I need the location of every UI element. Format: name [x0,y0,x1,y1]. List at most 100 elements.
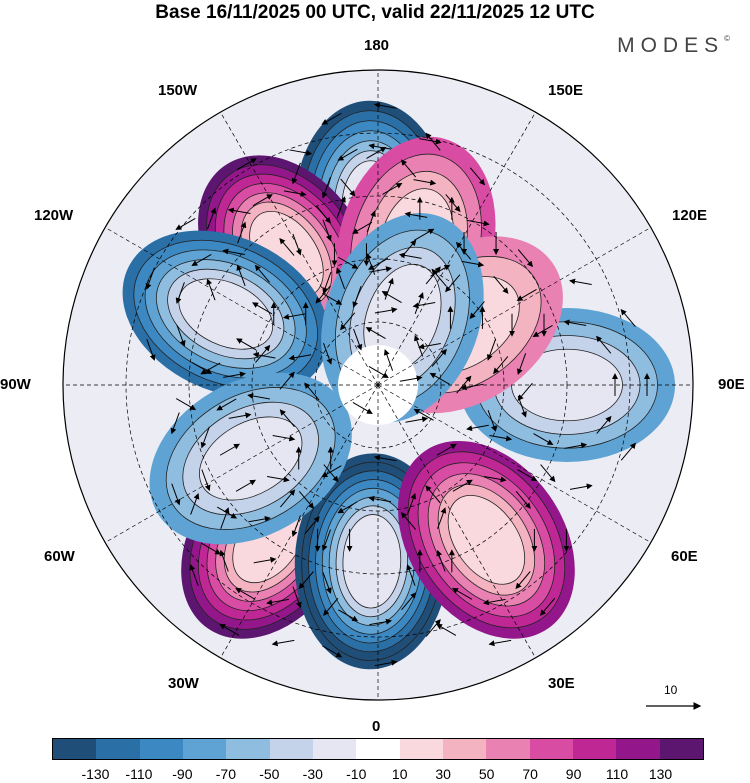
wind-arrow [283,190,307,197]
wind-arrow [401,592,417,611]
wind-arrow [304,516,320,535]
wind-arrow [414,292,424,314]
wind-arrow [368,366,389,378]
wind-arrow [517,382,533,401]
wind-arrow [272,434,296,442]
wind-arrow [425,485,441,504]
wind-arrow [413,179,437,186]
wind-arrow [279,409,295,428]
anomaly-contour [342,514,402,609]
colorbar-swatch [226,739,270,759]
wind-arrow [337,148,358,161]
meridian-line [377,384,651,543]
wind-arrow [414,228,435,241]
wind-arrow [322,572,332,594]
wind-arrow [412,302,436,309]
wind-arrow [235,479,256,492]
wind-arrow [247,393,270,400]
lon-label-180: 180 [364,37,390,54]
brand-logo: MODES© [617,34,730,58]
colorbar-tick-label: 70 [522,766,538,782]
lon-label-30w: 30W [168,675,199,692]
copyright-mark: © [724,34,730,43]
colorbar-tick-label: 30 [435,766,451,782]
wind-arrow [455,241,472,260]
reference-vector [646,702,702,710]
wind-arrow [437,507,447,529]
wind-arrow [368,257,389,270]
wind-arrow [493,275,509,294]
colorbar-tick-label: 90 [565,766,582,782]
wind-arrow [452,479,473,492]
wind-arrow [322,219,332,242]
wind-arrow [445,194,461,213]
colorbar-swatch [572,739,617,759]
wind-arrow [321,112,342,125]
wind-arrow [288,354,312,361]
colorbar-tick-label: 130 [648,766,673,782]
wind-arrow [517,469,538,482]
wind-arrow [175,218,196,230]
wind-arrow [425,132,441,151]
wind-arrow [254,264,270,283]
wind-arrow [255,344,271,363]
wind-arrow [488,639,512,647]
graticule [63,70,693,700]
wind-arrow [335,267,346,290]
wind-arrow [482,598,506,606]
wind-arrow [321,176,331,199]
wind-arrow [267,475,290,483]
wind-arrow [304,382,320,401]
wind-arrow [414,334,424,357]
colorbar-tick-label: 110 [605,766,629,782]
wind-arrow [373,102,397,109]
colorbar-swatch [182,739,227,759]
meridian-line [377,227,651,386]
wind-arrow [252,194,273,207]
wind-arrow [398,252,422,259]
anomaly-contour [447,494,526,585]
wind-arrow [223,371,246,378]
wind-arrow [406,492,417,515]
wind-arrow [291,515,301,537]
wind-arrow [271,639,295,647]
lon-label-150e: 150E [548,82,584,99]
wind-arrow [322,292,343,305]
wind-arrow [469,301,485,320]
lon-label-120w: 120W [34,207,74,224]
wind-arrow [487,410,497,432]
wind-arrow [381,291,402,303]
meridian-line [220,112,379,386]
wind-arrow [366,146,387,159]
colorbar-swatch [53,739,97,759]
wind-arrow [539,597,556,616]
colorbar-tick-label: -70 [215,766,236,782]
wind-arrow [352,286,362,308]
wind-arrow [220,507,230,529]
wind-arrow [201,469,211,492]
wind-arrow [353,328,363,351]
wind-arrow [189,564,199,586]
wind-arrow [419,138,442,145]
wind-arrow [338,609,359,622]
lon-label-0: 0 [372,718,381,735]
colorbar-swatch [616,739,660,759]
wind-arrow [200,362,221,375]
wind-arrow [384,277,394,300]
wind-arrow [171,483,181,506]
colorbar [52,738,704,760]
wind-arrow [405,416,429,423]
wind-arrow [460,383,484,391]
wind-arrow [252,352,276,359]
wind-arrow [445,274,461,293]
wind-arrow [279,371,295,390]
colorbar-tick-label: -90 [172,766,193,782]
colorbar-swatch [442,739,487,759]
wind-arrow [228,412,252,419]
wind-arrow [382,182,403,195]
wind-arrow [352,221,373,234]
wind-arrow [282,313,306,320]
colorbar-swatch [312,739,357,759]
wind-arrow [425,618,441,637]
wind-arrow [322,645,343,658]
